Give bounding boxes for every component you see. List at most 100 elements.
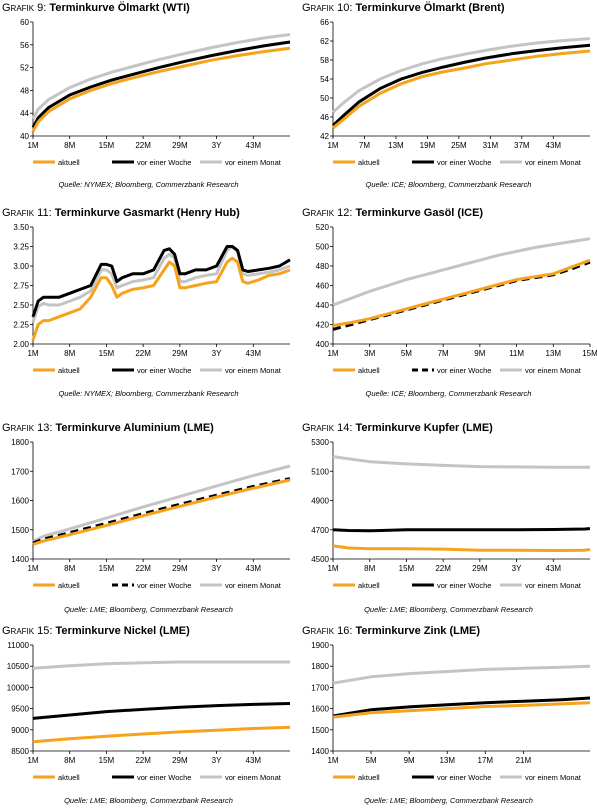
legend-label: vor einer Woche — [137, 366, 191, 375]
x-tick-label: 1M — [327, 756, 338, 765]
series-line-aktuell — [31, 46, 291, 133]
series-line-woche — [32, 702, 291, 720]
x-tick-label: 5M — [366, 756, 377, 765]
chart-svg: 1400 1500 1600 1700 1800 1M 8M 15M 22M 29M 3Y 43M ak… — [11, 438, 291, 590]
chart-svg: 4500 4700 4900 5100 5300 1M 8M 15M 22M 29M 3Y 43M ak… — [311, 438, 591, 590]
x-tick-label: 22M — [435, 564, 451, 573]
series-line-monat — [332, 237, 591, 307]
chart-source: Quelle: ICE; Bloomberg, Commerzbank Rese… — [365, 389, 532, 398]
series-line-monat — [332, 455, 590, 469]
y-tick-label: 1900 — [311, 641, 329, 650]
series-line-monat — [32, 660, 290, 670]
series-line-woche — [31, 40, 291, 129]
series-line-woche — [332, 527, 591, 533]
x-tick-label: 8M — [64, 564, 75, 573]
y-tick-label: 1700 — [311, 683, 329, 692]
y-tick-label: 1700 — [11, 467, 29, 476]
y-tick-label: 4500 — [311, 555, 329, 564]
x-tick-label: 8M — [64, 141, 75, 150]
x-tick-label: 11M — [509, 349, 524, 358]
x-tick-label: 3Y — [212, 141, 222, 150]
x-tick-label: 17M — [478, 756, 494, 765]
chart-title: Grafik 13: Terminkurve Aluminium (LME) — [2, 422, 214, 434]
x-tick-label: 5M — [401, 349, 412, 358]
y-tick-label: 3.50 — [13, 223, 29, 232]
series-line-aktuell — [332, 544, 591, 552]
x-tick-label: 22M — [135, 349, 151, 358]
y-tick-label: 44 — [20, 109, 29, 118]
x-tick-label: 1M — [327, 141, 338, 150]
x-tick-label: 22M — [135, 756, 151, 765]
legend-label: aktuell — [358, 581, 380, 590]
y-tick-label: 48 — [20, 86, 29, 95]
y-tick-label: 52 — [20, 64, 29, 73]
y-tick-label: 2.75 — [13, 282, 29, 291]
series-line-woche — [332, 696, 591, 718]
chart-panel-zink: Grafik 16: Terminkurve Zink (LME) 1400 15… — [300, 623, 597, 809]
x-tick-label: 8M — [64, 756, 75, 765]
legend-label: vor einer Woche — [137, 158, 191, 167]
x-tick-label: 15M — [99, 756, 115, 765]
x-tick-label: 7M — [359, 141, 370, 150]
y-tick-label: 9500 — [11, 705, 29, 714]
y-tick-label: 1500 — [311, 726, 329, 735]
y-tick-label: 42 — [320, 132, 329, 141]
chart-svg: 2.00 2.25 2.50 2.75 3.00 3.25 3.50 1M 8M 15M 22M 29… — [13, 223, 291, 375]
x-tick-label: 1M — [27, 564, 38, 573]
y-tick-label: 50 — [320, 94, 329, 103]
legend-label: aktuell — [358, 773, 380, 782]
y-tick-label: 1800 — [311, 662, 329, 671]
series-line-monat — [332, 664, 591, 685]
legend-label: vor einem Monat — [525, 581, 582, 590]
y-tick-label: 520 — [316, 223, 330, 232]
chart-title: Grafik 11: Terminkurve Gasmarkt (Henry H… — [2, 207, 240, 219]
y-tick-label: 2.00 — [13, 340, 29, 349]
chart-title: Grafik 10: Terminkurve Ölmarkt (Brent) — [302, 2, 505, 14]
chart-source: Quelle: NYMEX; Bloomberg, Commerzbank Re… — [58, 389, 239, 398]
chart-source: Quelle: LME; Bloomberg, Commerzbank Rese… — [64, 605, 233, 614]
x-tick-label: 9M — [474, 349, 485, 358]
x-tick-label: 22M — [135, 141, 151, 150]
chart-source: Quelle: LME; Bloomberg, Commerzbank Rese… — [364, 796, 533, 805]
x-tick-label: 29M — [172, 756, 188, 765]
chart-source: Quelle: LME; Bloomberg, Commerzbank Rese… — [364, 605, 533, 614]
chart-title: Grafik 14: Terminkurve Kupfer (LME) — [302, 422, 493, 434]
legend-label: vor einem Monat — [525, 773, 582, 782]
x-tick-label: 29M — [172, 349, 188, 358]
legend-label: vor einem Monat — [225, 773, 282, 782]
chart-title: Grafik 12: Terminkurve Gasöl (ICE) — [302, 207, 484, 219]
x-tick-label: 3Y — [512, 564, 522, 573]
chart-svg: 400 420 440 460 480 500 520 1M 3M 5M 7M 9M 11M 13M 15M… — [316, 223, 597, 375]
x-tick-label: 25M — [451, 141, 467, 150]
legend-label: vor einer Woche — [437, 773, 491, 782]
y-tick-label: 1600 — [11, 497, 29, 506]
legend-label: vor einem Monat — [525, 366, 582, 375]
series-line-aktuell — [32, 725, 291, 744]
x-tick-label: 43M — [546, 564, 562, 573]
y-tick-label: 500 — [316, 243, 330, 252]
y-tick-label: 62 — [320, 37, 329, 46]
legend-label: vor einem Monat — [225, 158, 282, 167]
y-tick-label: 4700 — [311, 526, 329, 535]
y-tick-label: 3.00 — [13, 262, 29, 271]
x-tick-label: 19M — [420, 141, 436, 150]
y-tick-label: 5300 — [311, 438, 329, 447]
y-tick-label: 400 — [316, 340, 330, 349]
y-tick-label: 3.25 — [13, 243, 29, 252]
chart-panel-henry-hub: Grafik 11: Terminkurve Gasmarkt (Henry H… — [0, 205, 297, 405]
y-tick-label: 420 — [316, 321, 330, 330]
x-tick-label: 1M — [27, 756, 38, 765]
chart-title: Grafik 16: Terminkurve Zink (LME) — [302, 625, 481, 637]
legend-label: vor einem Monat — [225, 581, 282, 590]
x-tick-label: 3M — [364, 349, 375, 358]
x-tick-label: 3Y — [212, 349, 222, 358]
y-tick-label: 5100 — [311, 467, 329, 476]
legend-label: aktuell — [358, 366, 380, 375]
series-line-monat — [31, 33, 291, 120]
legend-label: vor einer Woche — [437, 366, 491, 375]
chart-svg: 40 44 48 52 56 60 1M 8M 15M 22M 29M 3Y 43M aktuell vor… — [20, 18, 291, 167]
chart-panel-wti: Grafik 9: Terminkurve Ölmarkt (WTI) 40 44… — [0, 0, 297, 200]
x-tick-label: 22M — [135, 564, 151, 573]
x-tick-label: 15M — [99, 141, 115, 150]
series-line-aktuell — [332, 701, 591, 719]
